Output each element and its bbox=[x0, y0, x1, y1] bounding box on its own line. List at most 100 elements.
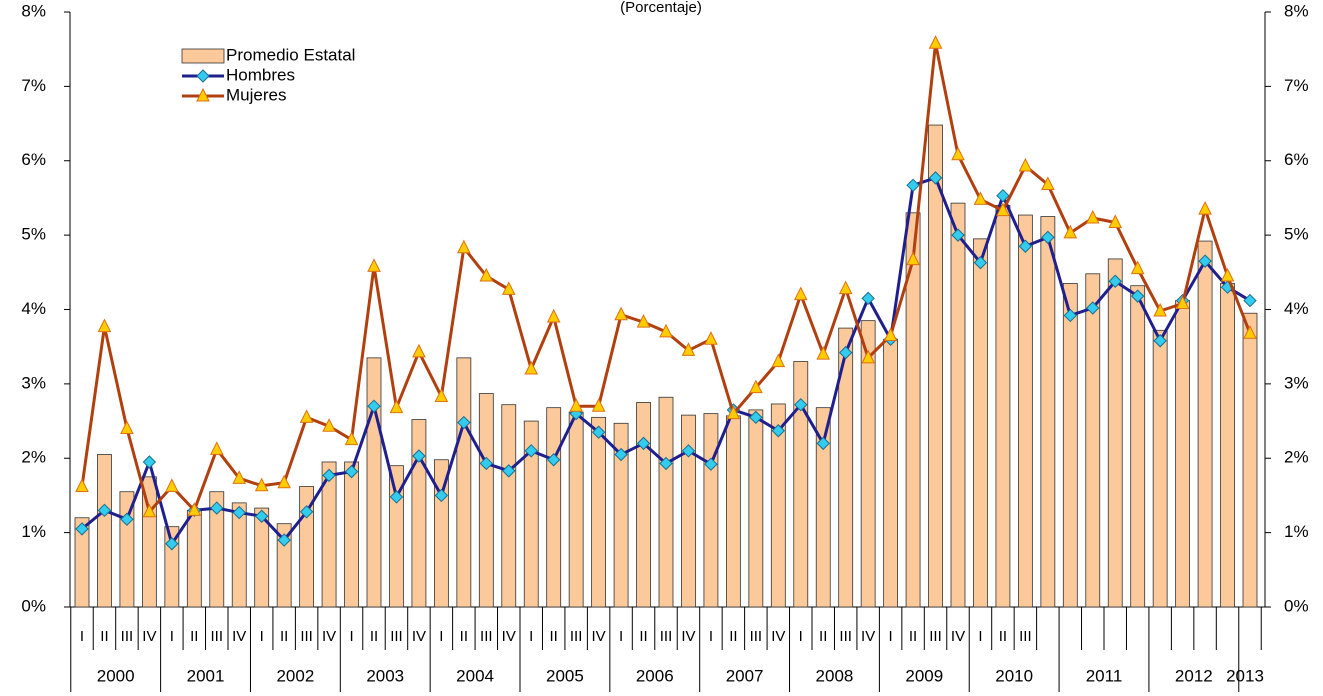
year-label: 2002 bbox=[276, 666, 314, 685]
x-tick-label: IV bbox=[861, 628, 875, 645]
mujeres-marker bbox=[187, 502, 202, 516]
mujeres-marker bbox=[1063, 224, 1078, 239]
y-tick-label: 8% bbox=[21, 1, 46, 20]
mujeres-marker bbox=[524, 360, 539, 375]
year-label: 2001 bbox=[187, 666, 225, 685]
hombres-marker bbox=[412, 449, 426, 463]
hombres-marker bbox=[210, 501, 224, 515]
hombres-marker bbox=[165, 537, 179, 551]
hombres-marker bbox=[591, 425, 606, 439]
hombres-marker bbox=[636, 436, 651, 451]
x-tick-label: III bbox=[1019, 628, 1032, 645]
hombres-marker bbox=[1243, 293, 1257, 308]
bar bbox=[1062, 283, 1078, 608]
mujeres-marker bbox=[1175, 295, 1190, 310]
x-tick-label: I bbox=[349, 628, 353, 645]
mujeres-marker bbox=[97, 318, 112, 333]
bar bbox=[276, 523, 292, 608]
x-tick-label: III bbox=[300, 628, 313, 645]
hombres-marker bbox=[1108, 274, 1122, 288]
legend-swatch bbox=[181, 48, 225, 64]
hombres-marker bbox=[254, 509, 269, 523]
bar bbox=[658, 396, 674, 608]
chart-subtitle: (Porcentaje) bbox=[620, 0, 702, 16]
hombres-marker bbox=[1063, 308, 1078, 323]
hombres-marker bbox=[97, 503, 112, 518]
bar bbox=[883, 338, 899, 608]
mujeres-marker bbox=[1243, 325, 1257, 339]
bar bbox=[1242, 312, 1258, 608]
hombres-marker bbox=[75, 522, 89, 536]
hombres-marker bbox=[816, 436, 830, 451]
bar bbox=[748, 409, 764, 608]
hombres-marker bbox=[322, 468, 336, 483]
mujeres-marker bbox=[546, 308, 561, 323]
bar bbox=[523, 420, 539, 608]
y-tick-label: 4% bbox=[21, 299, 46, 318]
mujeres-marker bbox=[75, 478, 89, 493]
y-tick-label: 6% bbox=[21, 150, 46, 169]
y2-tick-label: 2% bbox=[1284, 448, 1309, 467]
y2-tick-label: 7% bbox=[1284, 76, 1309, 95]
hombres-marker bbox=[1198, 254, 1212, 268]
hombres-marker bbox=[659, 456, 673, 471]
x-tick-label: II bbox=[639, 628, 647, 645]
year-label: 2008 bbox=[816, 666, 854, 685]
hombres-marker bbox=[861, 291, 875, 306]
year-label: 2011 bbox=[1086, 666, 1123, 685]
y2-tick-label: 4% bbox=[1284, 299, 1309, 318]
x-tick-label: III bbox=[570, 628, 583, 645]
hombres-marker bbox=[951, 228, 965, 242]
x-tick-label: IV bbox=[681, 628, 695, 645]
hombres-marker bbox=[479, 456, 494, 471]
bar bbox=[1130, 285, 1146, 608]
x-tick-label: II bbox=[819, 628, 827, 645]
mujeres-marker bbox=[389, 399, 404, 414]
hombres-marker bbox=[838, 345, 853, 360]
x-tick-label: I bbox=[439, 628, 443, 645]
y2-tick-label: 0% bbox=[1284, 596, 1309, 615]
mujeres-marker bbox=[501, 281, 516, 295]
y-tick-label: 3% bbox=[21, 373, 46, 392]
x-tick-label: II bbox=[550, 628, 558, 645]
hombres-marker bbox=[502, 464, 516, 478]
year-label: 2005 bbox=[546, 666, 584, 685]
bar bbox=[636, 402, 651, 608]
y-tick-label: 0% bbox=[21, 596, 46, 615]
x-tick-label: II bbox=[370, 628, 378, 645]
mujeres-marker bbox=[1041, 176, 1055, 191]
year-label: 2013 bbox=[1226, 666, 1264, 685]
hombres-marker bbox=[906, 178, 920, 193]
x-tick-label: IV bbox=[951, 628, 965, 645]
hombres-marker bbox=[681, 444, 696, 458]
year-label: 2009 bbox=[905, 666, 943, 685]
x-tick-label: I bbox=[619, 628, 623, 645]
mujeres-marker bbox=[277, 474, 291, 489]
bar bbox=[186, 509, 202, 608]
bar bbox=[254, 507, 270, 608]
bar bbox=[725, 415, 741, 608]
hombres-marker bbox=[344, 464, 359, 479]
mujeres-marker bbox=[1085, 209, 1100, 224]
x-tick-label: II bbox=[100, 628, 108, 645]
mujeres-marker bbox=[659, 323, 673, 338]
x-tick-label: II bbox=[999, 628, 1007, 645]
hombres-marker bbox=[434, 488, 449, 503]
bar bbox=[366, 357, 382, 608]
hombres-marker bbox=[1086, 301, 1100, 315]
mujeres-marker bbox=[681, 342, 696, 356]
legend-label: Mujeres bbox=[226, 85, 286, 104]
year-label: 2000 bbox=[97, 666, 135, 685]
mujeres-marker bbox=[165, 478, 179, 493]
bar bbox=[321, 461, 337, 608]
bar bbox=[1152, 329, 1168, 608]
bar bbox=[74, 517, 90, 608]
hombres-marker bbox=[546, 453, 561, 467]
x-tick-label: II bbox=[909, 628, 917, 645]
x-tick-label: III bbox=[121, 628, 134, 645]
mujeres-marker bbox=[299, 409, 314, 423]
bar bbox=[703, 413, 719, 608]
x-tick-label: III bbox=[750, 628, 763, 645]
y-tick-label: 1% bbox=[21, 522, 46, 541]
